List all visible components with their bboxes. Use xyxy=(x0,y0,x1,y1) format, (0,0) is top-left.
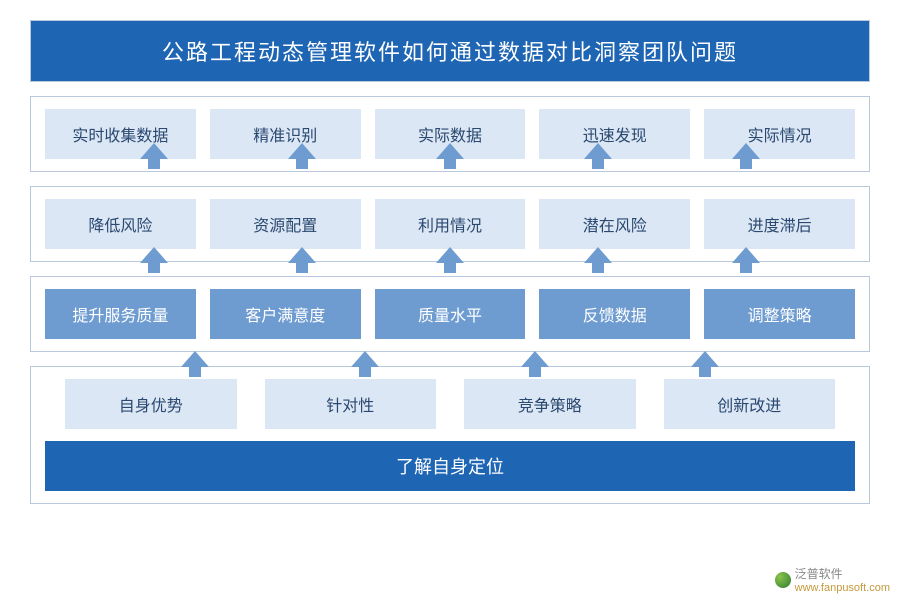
bottom-title: 了解自身定位 xyxy=(45,441,855,491)
cell: 反馈数据 xyxy=(539,289,690,339)
watermark-url: www.fanpusoft.com xyxy=(795,582,890,594)
cell: 实时收集数据 xyxy=(45,109,196,159)
cell: 针对性 xyxy=(265,379,437,429)
cell: 提升服务质量 xyxy=(45,289,196,339)
watermark-brand: 泛普软件 xyxy=(795,567,843,581)
arrow-set-2 xyxy=(30,351,870,367)
cell: 质量水平 xyxy=(375,289,526,339)
row-0: 实时收集数据 精准识别 实际数据 迅速发现 实际情况 xyxy=(30,96,870,172)
bottom-group: 自身优势 针对性 竞争策略 创新改进 了解自身定位 xyxy=(30,366,870,504)
cell: 竞争策略 xyxy=(464,379,636,429)
logo-icon xyxy=(775,572,791,588)
cell: 迅速发现 xyxy=(539,109,690,159)
up-arrow-icon xyxy=(691,351,719,367)
cell: 自身优势 xyxy=(65,379,237,429)
row-2: 提升服务质量 客户满意度 质量水平 反馈数据 调整策略 xyxy=(30,276,870,352)
up-arrow-icon xyxy=(521,351,549,367)
cell: 实际情况 xyxy=(704,109,855,159)
cell: 降低风险 xyxy=(45,199,196,249)
bottom-row: 自身优势 针对性 竞争策略 创新改进 xyxy=(45,379,855,429)
cell: 潜在风险 xyxy=(539,199,690,249)
up-arrow-icon xyxy=(181,351,209,367)
watermark: 泛普软件 www.fanpusoft.com xyxy=(775,565,890,594)
cell: 资源配置 xyxy=(210,199,361,249)
diagram-title: 公路工程动态管理软件如何通过数据对比洞察团队问题 xyxy=(30,20,870,82)
cell: 精准识别 xyxy=(210,109,361,159)
row-1: 降低风险 资源配置 利用情况 潜在风险 进度滞后 xyxy=(30,186,870,262)
cell: 客户满意度 xyxy=(210,289,361,339)
cell: 实际数据 xyxy=(375,109,526,159)
up-arrow-icon xyxy=(351,351,379,367)
cell: 创新改进 xyxy=(664,379,836,429)
cell: 进度滞后 xyxy=(704,199,855,249)
cell: 利用情况 xyxy=(375,199,526,249)
cell: 调整策略 xyxy=(704,289,855,339)
